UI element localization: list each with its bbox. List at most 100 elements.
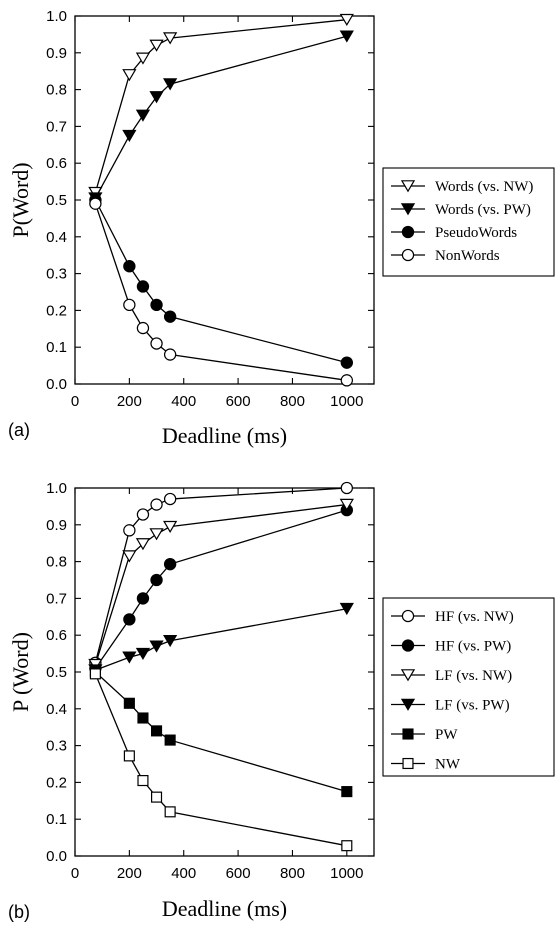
y-axis-title: P (Word) [8, 632, 33, 712]
series-line [94, 35, 347, 199]
data-point [339, 30, 354, 43]
y-tick-label: 0.5 [46, 664, 67, 681]
series-1 [88, 30, 354, 205]
data-point [341, 786, 353, 798]
data-point [150, 337, 163, 350]
y-tick-label: 0.0 [46, 848, 67, 865]
series-line [94, 203, 347, 381]
panel-label: (a) [8, 420, 30, 440]
data-point [149, 640, 164, 653]
y-tick-label: 1.0 [46, 480, 67, 497]
series-0 [88, 13, 354, 200]
x-tick-label: 400 [171, 865, 196, 882]
legend-label: HF (vs. NW) [435, 609, 514, 625]
x-axis-title: Deadline (ms) [162, 896, 287, 921]
y-axis-title: P(Word) [8, 162, 33, 237]
data-point [123, 697, 135, 709]
series-line [95, 608, 347, 671]
y-tick-label: 0.7 [46, 118, 67, 135]
chart-panel-a: 0.0 0.1 0.2 0.3 0.4 0.5 0.6 0.7 0.8 0.9 1.0 0 200 400… [8, 8, 555, 448]
series-5 [89, 668, 353, 852]
data-point [123, 298, 136, 312]
legend-label: LF (vs. PW) [435, 698, 510, 714]
data-point [163, 634, 178, 648]
y-tick-label: 0.9 [46, 45, 67, 62]
chart-panel-b: 0.0 0.1 0.2 0.3 0.4 0.5 0.6 0.7 0.8 0.9 1.0 0 200 400… [8, 480, 555, 922]
data-point [163, 492, 177, 506]
y-tick-label: 0.8 [46, 82, 67, 99]
data-point [339, 13, 354, 27]
data-point [339, 602, 354, 616]
y-tick-label: 0.5 [46, 192, 67, 209]
data-point [164, 734, 176, 746]
legend-marker [400, 203, 416, 216]
x-tick-label: 1000 [330, 393, 363, 410]
data-point [150, 791, 163, 803]
data-point [150, 573, 163, 587]
series-line [94, 199, 347, 364]
data-point [163, 310, 177, 323]
legend: HF (vs. NW) HF (vs. PW) LF (vs. NW) LF (vs.… [382, 597, 555, 777]
y-tick-label: 0.2 [46, 302, 67, 319]
data-point [89, 197, 102, 210]
data-point [135, 52, 151, 65]
y-tick-label: 0.8 [46, 554, 67, 571]
legend-label: NW [435, 757, 461, 773]
data-point [122, 651, 137, 664]
y-tick-label: 0.1 [46, 339, 67, 356]
data-point [136, 280, 150, 293]
data-point [164, 806, 176, 818]
data-point [163, 520, 178, 534]
x-tick-label: 800 [280, 865, 305, 882]
data-point [123, 613, 136, 626]
data-point [340, 374, 353, 387]
y-tick-label: 0.2 [46, 774, 67, 791]
series-line [94, 509, 348, 669]
data-point [163, 557, 177, 571]
series-line [94, 673, 347, 847]
legend-marker [401, 639, 415, 652]
data-point [149, 528, 164, 541]
series-2 [88, 498, 354, 672]
data-point [122, 550, 137, 563]
plot-frame [74, 487, 375, 857]
data-point [163, 78, 178, 91]
data-point [340, 481, 353, 495]
legend-marker [402, 757, 414, 770]
data-point [123, 524, 136, 537]
data-point [135, 538, 151, 551]
x-tick-label: 400 [171, 393, 196, 410]
y-tick-label: 0.4 [46, 701, 67, 718]
y-tick-label: 0.6 [46, 155, 67, 172]
data-point [122, 69, 137, 82]
y-tick-label: 0.6 [46, 627, 67, 644]
series-4 [89, 666, 353, 798]
y-tick-label: 0.1 [46, 811, 67, 828]
y-tick-label: 0.0 [46, 376, 67, 393]
legend-marker [401, 248, 415, 262]
y-tick-label: 0.4 [46, 229, 67, 246]
series-line [94, 671, 348, 793]
legend-box [382, 597, 555, 777]
legend-label: LF (vs. NW) [435, 668, 512, 684]
x-tick-label: 200 [117, 393, 142, 410]
series-line [94, 503, 347, 665]
series-3 [89, 197, 353, 387]
data-point [150, 725, 163, 737]
series-0 [89, 481, 353, 669]
data-point [135, 109, 151, 122]
data-point [150, 298, 163, 312]
data-point [136, 321, 150, 335]
data-point [122, 129, 137, 142]
data-point [339, 498, 354, 511]
legend-marker [401, 225, 415, 239]
data-point [135, 647, 151, 660]
x-tick-label: 600 [226, 393, 251, 410]
data-point [136, 508, 150, 521]
x-tick-label: 0 [71, 865, 79, 882]
legend-marker [400, 698, 416, 711]
data-point [163, 348, 177, 361]
x-axis-title: Deadline (ms) [162, 423, 287, 448]
y-tick-label: 0.9 [46, 517, 67, 534]
legend-label: PseudoWords [435, 225, 517, 241]
